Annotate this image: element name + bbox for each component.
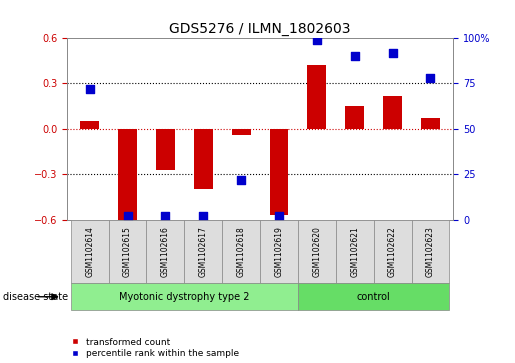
Point bbox=[124, 213, 132, 219]
FancyBboxPatch shape bbox=[71, 220, 109, 283]
Bar bbox=[194, 129, 213, 189]
Text: GSM1102622: GSM1102622 bbox=[388, 226, 397, 277]
Bar bbox=[345, 106, 364, 129]
Bar bbox=[80, 121, 99, 129]
Bar bbox=[383, 95, 402, 129]
FancyBboxPatch shape bbox=[336, 220, 374, 283]
Bar bbox=[232, 129, 251, 135]
Text: GSM1102614: GSM1102614 bbox=[85, 226, 94, 277]
Point bbox=[313, 37, 321, 43]
FancyBboxPatch shape bbox=[184, 220, 222, 283]
FancyBboxPatch shape bbox=[298, 283, 450, 310]
Text: GSM1102617: GSM1102617 bbox=[199, 226, 208, 277]
Point bbox=[275, 213, 283, 219]
FancyBboxPatch shape bbox=[222, 220, 260, 283]
FancyBboxPatch shape bbox=[71, 283, 298, 310]
FancyBboxPatch shape bbox=[298, 220, 336, 283]
Bar bbox=[421, 118, 440, 129]
Text: GSM1102623: GSM1102623 bbox=[426, 226, 435, 277]
Point bbox=[388, 50, 397, 56]
Bar bbox=[156, 129, 175, 170]
Text: GSM1102619: GSM1102619 bbox=[274, 226, 284, 277]
Text: control: control bbox=[357, 292, 390, 302]
Text: disease state: disease state bbox=[3, 292, 67, 302]
Title: GDS5276 / ILMN_1802603: GDS5276 / ILMN_1802603 bbox=[169, 22, 351, 36]
Legend: transformed count, percentile rank within the sample: transformed count, percentile rank withi… bbox=[72, 338, 239, 359]
Point bbox=[85, 86, 94, 92]
Text: GSM1102621: GSM1102621 bbox=[350, 226, 359, 277]
Point bbox=[161, 213, 169, 219]
Bar bbox=[307, 65, 327, 129]
Bar bbox=[269, 129, 288, 215]
FancyBboxPatch shape bbox=[411, 220, 450, 283]
Text: GSM1102618: GSM1102618 bbox=[236, 226, 246, 277]
Text: GSM1102616: GSM1102616 bbox=[161, 226, 170, 277]
Point bbox=[426, 75, 435, 81]
FancyBboxPatch shape bbox=[374, 220, 411, 283]
Point bbox=[351, 53, 359, 59]
FancyBboxPatch shape bbox=[260, 220, 298, 283]
FancyBboxPatch shape bbox=[146, 220, 184, 283]
Bar bbox=[118, 129, 137, 220]
FancyBboxPatch shape bbox=[109, 220, 146, 283]
Point bbox=[237, 177, 245, 183]
Text: Myotonic dystrophy type 2: Myotonic dystrophy type 2 bbox=[119, 292, 250, 302]
Text: GSM1102620: GSM1102620 bbox=[313, 226, 321, 277]
Text: GSM1102615: GSM1102615 bbox=[123, 226, 132, 277]
Point bbox=[199, 213, 208, 219]
